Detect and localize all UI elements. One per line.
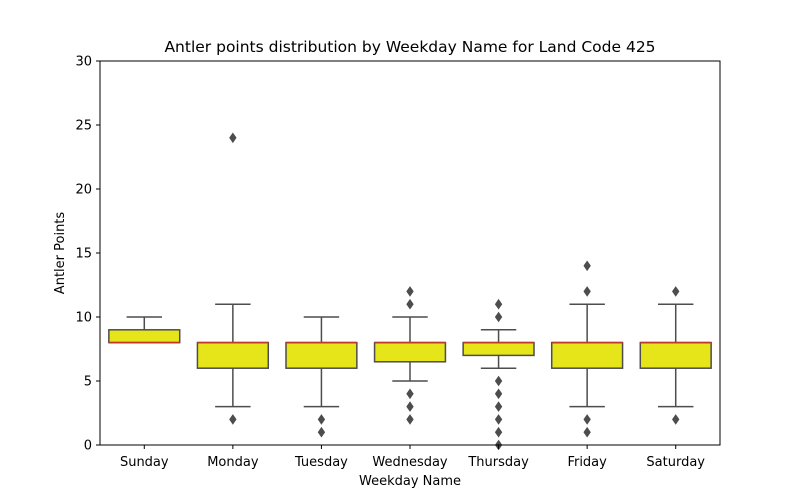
y-tick-label: 20 <box>75 183 92 198</box>
outlier-point <box>583 260 591 272</box>
outlier-point <box>494 401 503 412</box>
outlier-point <box>229 414 237 425</box>
outlier-point <box>494 375 503 387</box>
outlier-point <box>406 388 414 400</box>
outlier-point <box>406 298 414 310</box>
outlier-point <box>494 426 503 438</box>
outlier-point <box>494 298 503 310</box>
y-tick-label: 10 <box>75 311 92 326</box>
box-monday <box>196 341 270 369</box>
outlier-point <box>494 388 503 400</box>
outlier-point <box>317 414 326 425</box>
outlier-point <box>229 132 237 144</box>
x-axis-label: Weekday Name <box>359 474 461 489</box>
y-tick-label: 15 <box>75 247 92 262</box>
outlier-point <box>494 311 503 323</box>
y-tick-label: 25 <box>75 119 92 134</box>
outlier-point <box>317 426 326 438</box>
outlier-point <box>672 286 680 297</box>
box-wednesday <box>373 341 447 363</box>
plot-area: 0 5 10 15 20 25 30 Sunday Monday Tuesday Wednesday… <box>75 55 721 470</box>
box-thursday <box>462 341 535 357</box>
x-tick-label: Tuesday <box>294 455 348 470</box>
box-sunday <box>108 329 181 344</box>
outlier-point <box>672 414 680 425</box>
box-friday <box>550 341 624 369</box>
chart-title: Antler points distribution by Weekday Na… <box>164 38 655 56</box>
y-axis-label: Antler Points <box>53 212 68 295</box>
x-tick-label: Wednesday <box>372 455 448 470</box>
x-tick-label: Monday <box>207 455 259 470</box>
plot-frame <box>99 60 721 446</box>
outlier-point <box>406 414 414 425</box>
y-tick-label: 0 <box>84 439 92 454</box>
outlier-point <box>583 426 591 438</box>
box-saturday <box>639 341 712 369</box>
x-tick-label: Friday <box>567 455 607 470</box>
x-tick-label: Thursday <box>467 455 529 470</box>
y-tick-label: 30 <box>75 55 92 70</box>
y-tick-label: 5 <box>84 375 92 390</box>
x-tick-label: Saturday <box>646 455 705 470</box>
x-tick-label: Sunday <box>120 455 169 470</box>
outlier-point <box>583 286 591 297</box>
outlier-point <box>406 401 414 412</box>
box-tuesday <box>285 341 358 369</box>
outlier-point <box>583 414 591 425</box>
outlier-point <box>406 286 414 297</box>
outlier-point <box>494 414 503 425</box>
